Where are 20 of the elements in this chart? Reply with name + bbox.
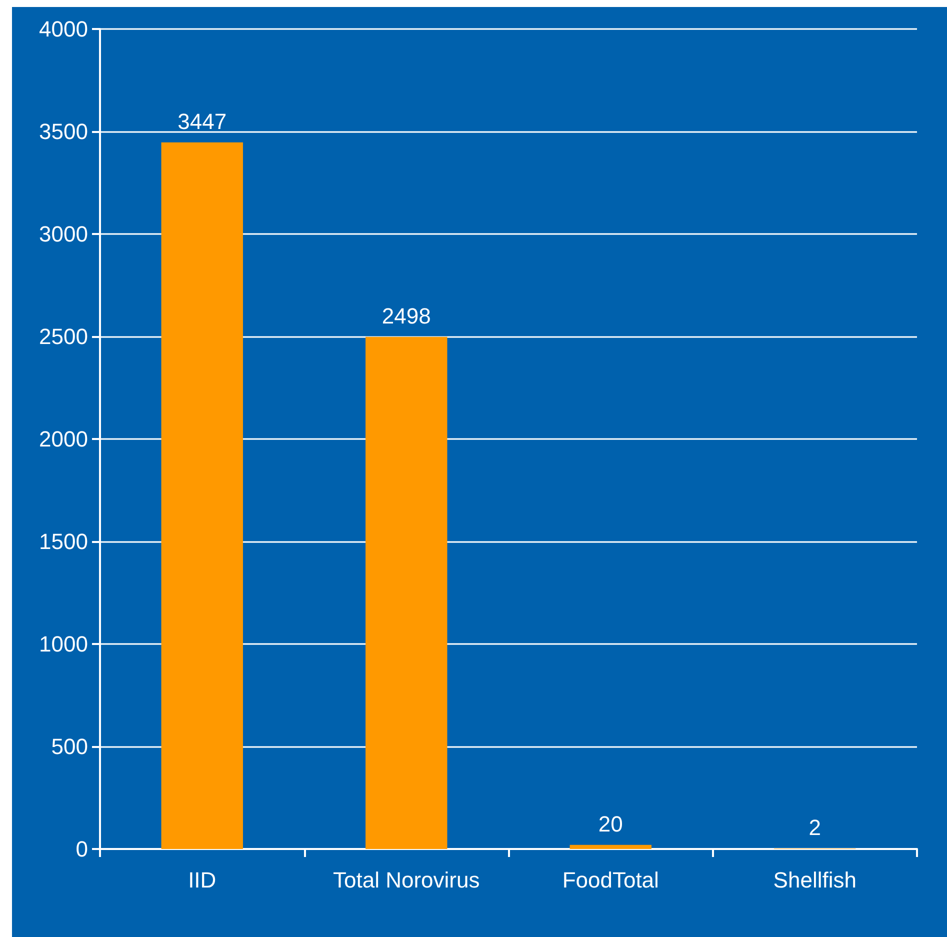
y-tick-label: 2500 [39, 324, 88, 349]
bar [161, 142, 243, 849]
data-label: 3447 [178, 108, 227, 134]
x-tick-label: IID [188, 868, 216, 892]
x-tick-label: Shellfish [773, 868, 856, 892]
y-tick-label: 2000 [39, 426, 88, 452]
x-tick-label: FoodTotal [562, 868, 659, 892]
y-tick-label: 1500 [39, 529, 88, 554]
bar [570, 844, 652, 849]
data-label: 2 [808, 815, 821, 840]
bar [366, 336, 448, 849]
y-tick-label: 3000 [39, 222, 88, 246]
y-tick-label: 500 [51, 734, 88, 759]
data-label: 20 [598, 811, 623, 836]
y-tick-label: 4000 [39, 16, 88, 42]
y-tick-label: 3500 [39, 119, 88, 144]
x-tick-label: Total Norovirus [333, 868, 480, 892]
data-label: 2498 [382, 303, 431, 328]
y-tick-label: 1000 [39, 632, 88, 656]
y-tick-label: 0 [76, 836, 88, 862]
